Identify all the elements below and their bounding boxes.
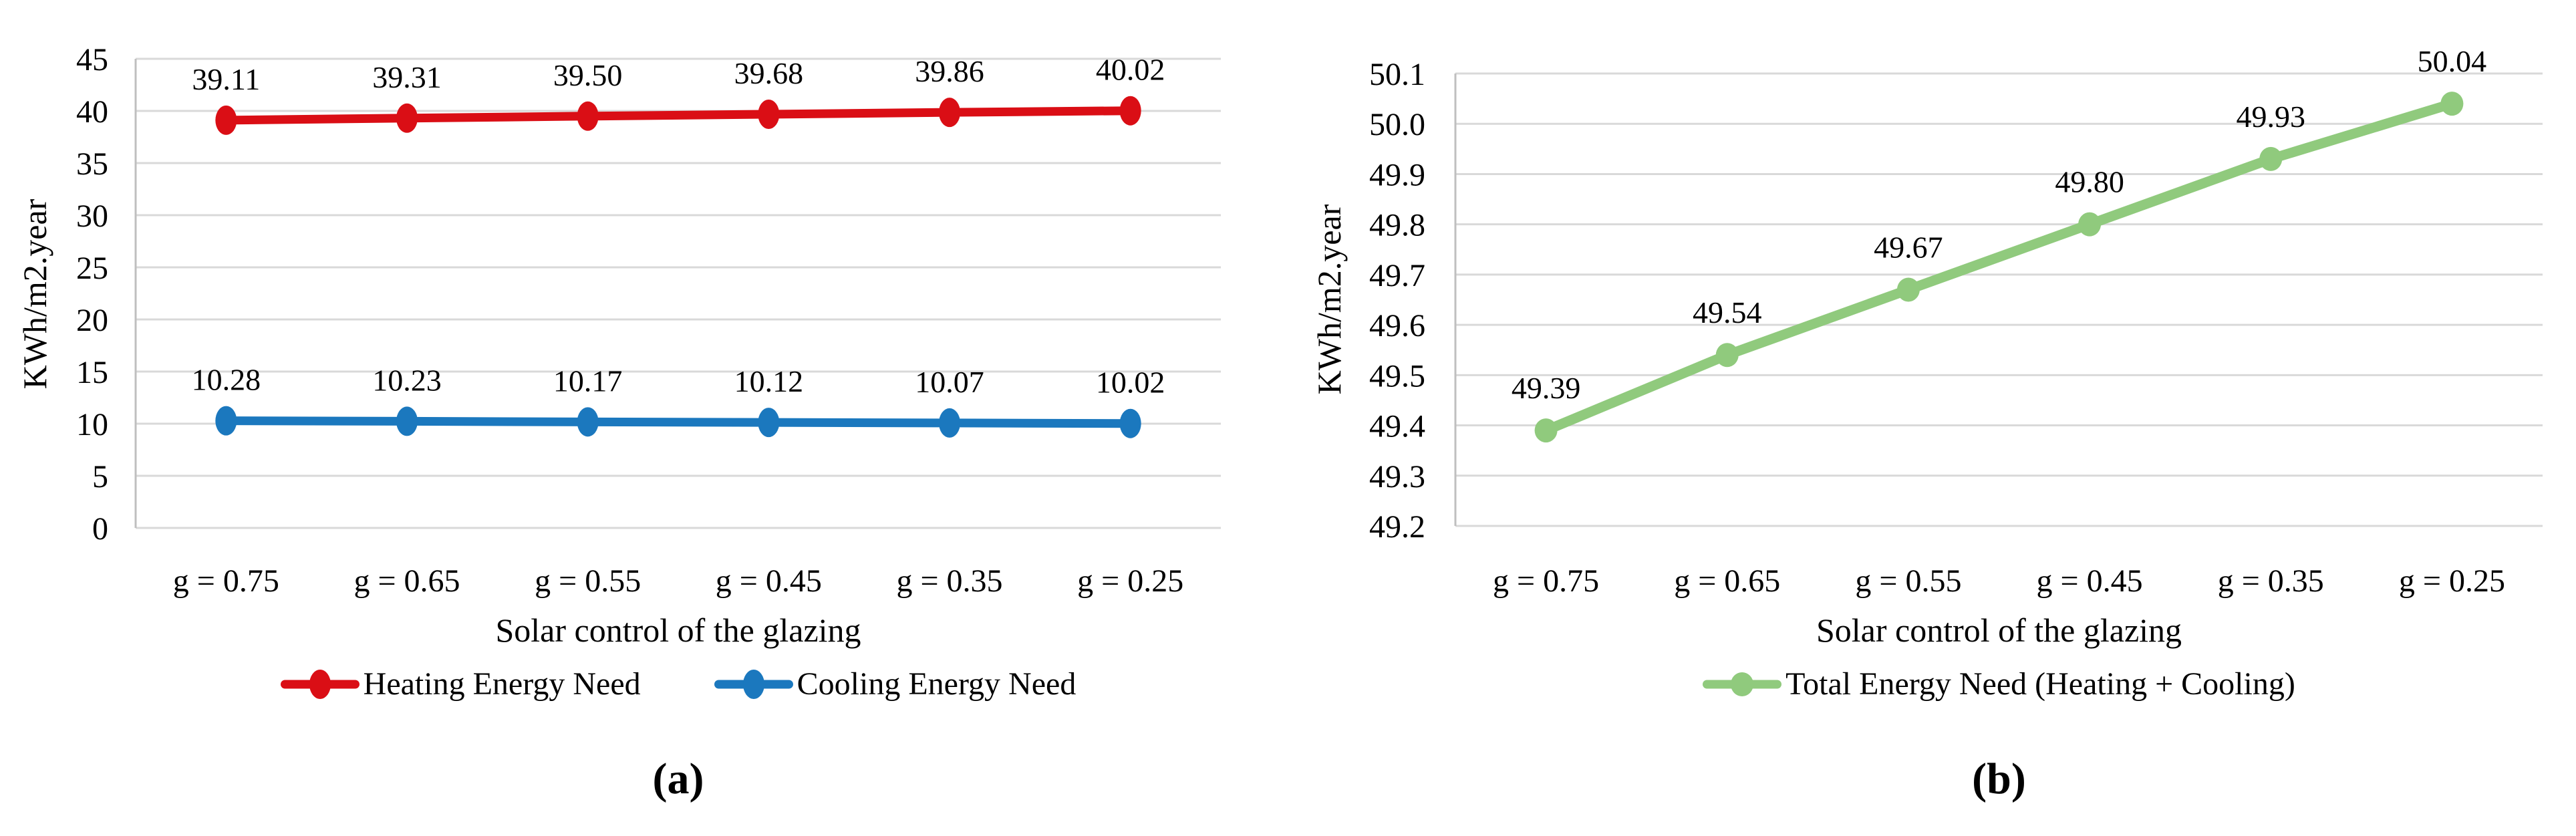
y-tick-label: 49.6 bbox=[1369, 308, 1425, 343]
y-tick-label: 5 bbox=[92, 459, 108, 495]
chart-a-panel: 0 5 10 15 20 25 30 35 40 45 g = 0.75 g = 0.65 g = 0.… bbox=[0, 0, 1286, 836]
y-tick-label: 45 bbox=[76, 42, 108, 78]
data-label: 49.80 bbox=[2055, 165, 2124, 199]
data-label: 10.17 bbox=[553, 364, 623, 398]
data-label: 50.04 bbox=[2418, 44, 2487, 78]
data-point-marker bbox=[1896, 277, 1920, 302]
y-tick-label: 25 bbox=[76, 251, 108, 286]
data-label: 39.11 bbox=[192, 62, 260, 96]
legend-line-marker-icon bbox=[714, 668, 793, 701]
y-tick-label: 49.2 bbox=[1369, 509, 1425, 545]
x-category-label: g = 0.65 bbox=[1674, 563, 1780, 599]
chart-b-plot: 49.2 49.3 49.4 49.5 49.6 49.7 49.8 49.9 50.0 50.1… bbox=[1369, 44, 2543, 599]
data-label: 49.67 bbox=[1874, 230, 1943, 264]
data-label: 49.54 bbox=[1693, 295, 1762, 329]
data-point-marker bbox=[939, 98, 960, 128]
x-category-label: g = 0.65 bbox=[353, 563, 460, 599]
data-label: 40.02 bbox=[1096, 53, 1165, 87]
chart-b-y-axis-title: KWh/m2.year bbox=[1310, 204, 1348, 395]
chart-b-legend: Total Energy Need (Heating + Cooling) bbox=[1455, 666, 2543, 702]
legend-item: Heating Energy Need bbox=[280, 666, 641, 702]
y-tick-label: 35 bbox=[76, 146, 108, 182]
legend-line-marker-icon bbox=[1703, 668, 1782, 701]
data-point-marker bbox=[1119, 408, 1141, 438]
data-label: 49.93 bbox=[2237, 100, 2306, 134]
data-label: 49.39 bbox=[1512, 371, 1581, 405]
data-point-marker bbox=[577, 101, 599, 131]
y-tick-label: 15 bbox=[76, 355, 108, 390]
data-label: 10.28 bbox=[192, 363, 261, 397]
chart-b-x-axis-title: Solar control of the glazing bbox=[1816, 611, 2182, 649]
chart-a-plot: 0 5 10 15 20 25 30 35 40 45 g = 0.75 g = 0.65 g = 0.… bbox=[76, 42, 1221, 599]
y-tick-label: 0 bbox=[92, 511, 108, 547]
data-label: 39.50 bbox=[553, 58, 623, 92]
x-category-label: g = 0.35 bbox=[896, 563, 1002, 599]
y-tick-label: 30 bbox=[76, 198, 108, 234]
data-point-marker bbox=[577, 407, 599, 437]
legend-item: Cooling Energy Need bbox=[714, 666, 1077, 702]
data-point-marker bbox=[939, 408, 960, 438]
x-category-label: g = 0.25 bbox=[1077, 563, 1183, 599]
data-point-marker bbox=[1715, 343, 1739, 368]
data-point-marker bbox=[2440, 92, 2464, 116]
data-point-marker bbox=[396, 103, 418, 133]
data-point-marker bbox=[758, 99, 780, 129]
legend-label: Total Energy Need (Heating + Cooling) bbox=[1785, 666, 2295, 702]
chart-b-panel: 49.2 49.3 49.4 49.5 49.6 49.7 49.8 49.9 50.0 50.1… bbox=[1286, 0, 2576, 836]
chart-a-caption: (a) bbox=[652, 754, 704, 803]
y-tick-label: 49.8 bbox=[1369, 208, 1425, 243]
legend-label: Heating Energy Need bbox=[363, 666, 641, 702]
x-category-label: g = 0.55 bbox=[535, 563, 641, 599]
data-label: 39.68 bbox=[734, 56, 804, 90]
legend-item: Total Energy Need (Heating + Cooling) bbox=[1703, 666, 2295, 702]
legend-line-marker-icon bbox=[280, 668, 360, 701]
data-point-marker bbox=[396, 406, 418, 436]
legend-label: Cooling Energy Need bbox=[797, 666, 1077, 702]
data-label: 10.23 bbox=[372, 363, 442, 397]
series-line-1 bbox=[221, 416, 1135, 428]
data-label: 39.86 bbox=[915, 54, 984, 88]
y-tick-label: 49.3 bbox=[1369, 459, 1425, 495]
chart-a-y-axis-title: KWh/m2.year bbox=[16, 198, 53, 390]
data-label: 39.31 bbox=[372, 60, 442, 94]
data-point-marker bbox=[1534, 418, 1558, 443]
x-category-label: g = 0.55 bbox=[1855, 563, 1961, 599]
y-tick-label: 40 bbox=[76, 94, 108, 130]
data-label: 10.12 bbox=[734, 364, 804, 398]
series-line-0 bbox=[221, 106, 1135, 125]
data-point-marker bbox=[215, 105, 237, 135]
chart-a-x-axis-title: Solar control of the glazing bbox=[495, 611, 861, 649]
y-tick-label: 49.9 bbox=[1369, 157, 1425, 192]
data-point-marker bbox=[2078, 212, 2102, 237]
y-tick-label: 20 bbox=[76, 303, 108, 338]
y-tick-label: 49.7 bbox=[1369, 258, 1425, 293]
y-tick-label: 50.0 bbox=[1369, 107, 1425, 142]
series-line-0 bbox=[1541, 98, 2457, 436]
y-tick-label: 10 bbox=[76, 407, 108, 442]
chart-a-legend: Heating Energy Need Cooling Energy Need bbox=[136, 666, 1221, 702]
y-tick-label: 50.1 bbox=[1369, 57, 1425, 92]
data-point-marker bbox=[758, 408, 780, 438]
data-point-marker bbox=[1119, 96, 1141, 126]
x-category-label: g = 0.35 bbox=[2218, 563, 2324, 599]
x-category-label: g = 0.25 bbox=[2399, 563, 2505, 599]
x-category-label: g = 0.45 bbox=[2037, 563, 2143, 599]
data-label: 10.02 bbox=[1096, 366, 1165, 400]
x-category-label: g = 0.75 bbox=[173, 563, 279, 599]
data-label: 10.07 bbox=[915, 365, 984, 399]
x-category-label: g = 0.45 bbox=[716, 563, 822, 599]
y-tick-label: 49.5 bbox=[1369, 358, 1425, 394]
y-tick-label: 49.4 bbox=[1369, 409, 1425, 444]
x-category-label: g = 0.75 bbox=[1493, 563, 1599, 599]
data-point-marker bbox=[215, 406, 237, 436]
data-point-marker bbox=[2259, 146, 2283, 171]
chart-b-caption: (b) bbox=[1972, 754, 2026, 803]
